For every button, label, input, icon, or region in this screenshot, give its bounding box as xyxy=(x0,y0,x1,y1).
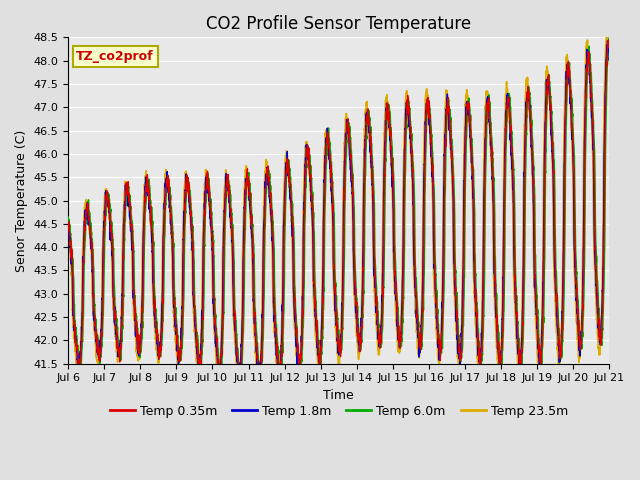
Legend: Temp 0.35m, Temp 1.8m, Temp 6.0m, Temp 23.5m: Temp 0.35m, Temp 1.8m, Temp 6.0m, Temp 2… xyxy=(104,400,573,423)
Temp 6.0m xyxy=(595,315,603,321)
Temp 23.5m xyxy=(605,61,613,67)
Line: Temp 1.8m: Temp 1.8m xyxy=(68,41,609,381)
Temp 0.35m xyxy=(296,363,303,369)
Temp 0.35m xyxy=(595,327,603,333)
Temp 0.35m xyxy=(605,37,612,43)
Temp 0.35m xyxy=(126,207,134,213)
Temp 6.0m xyxy=(272,319,280,325)
Temp 1.8m xyxy=(537,356,545,362)
Temp 0.35m xyxy=(257,380,264,385)
Temp 1.8m xyxy=(64,223,72,229)
Temp 23.5m xyxy=(254,386,262,392)
Y-axis label: Senor Temperature (C): Senor Temperature (C) xyxy=(15,130,28,272)
X-axis label: Time: Time xyxy=(323,389,354,402)
Temp 6.0m xyxy=(296,357,303,363)
Temp 23.5m xyxy=(604,26,611,32)
Temp 0.35m xyxy=(605,39,613,45)
Temp 6.0m xyxy=(158,340,166,346)
Temp 1.8m xyxy=(255,378,263,384)
Temp 1.8m xyxy=(126,215,134,221)
Line: Temp 23.5m: Temp 23.5m xyxy=(68,29,609,389)
Temp 23.5m xyxy=(64,219,72,225)
Temp 6.0m xyxy=(605,36,612,42)
Temp 0.35m xyxy=(158,327,166,333)
Temp 6.0m xyxy=(126,192,134,198)
Text: TZ_co2prof: TZ_co2prof xyxy=(76,50,154,63)
Temp 6.0m xyxy=(605,42,613,48)
Temp 1.8m xyxy=(604,38,611,44)
Temp 23.5m xyxy=(272,354,280,360)
Temp 23.5m xyxy=(126,213,134,219)
Temp 1.8m xyxy=(296,368,303,374)
Temp 23.5m xyxy=(158,283,166,289)
Temp 1.8m xyxy=(605,56,613,61)
Temp 23.5m xyxy=(296,371,303,376)
Temp 0.35m xyxy=(537,358,545,363)
Temp 23.5m xyxy=(595,346,603,352)
Temp 0.35m xyxy=(272,326,280,332)
Temp 1.8m xyxy=(595,334,603,339)
Temp 6.0m xyxy=(237,382,244,388)
Temp 1.8m xyxy=(158,300,166,306)
Temp 1.8m xyxy=(272,340,280,346)
Temp 23.5m xyxy=(537,358,545,364)
Temp 0.35m xyxy=(64,222,72,228)
Line: Temp 6.0m: Temp 6.0m xyxy=(68,39,609,385)
Temp 6.0m xyxy=(537,356,545,362)
Line: Temp 0.35m: Temp 0.35m xyxy=(68,40,609,383)
Temp 6.0m xyxy=(64,214,72,220)
Title: CO2 Profile Sensor Temperature: CO2 Profile Sensor Temperature xyxy=(206,15,471,33)
